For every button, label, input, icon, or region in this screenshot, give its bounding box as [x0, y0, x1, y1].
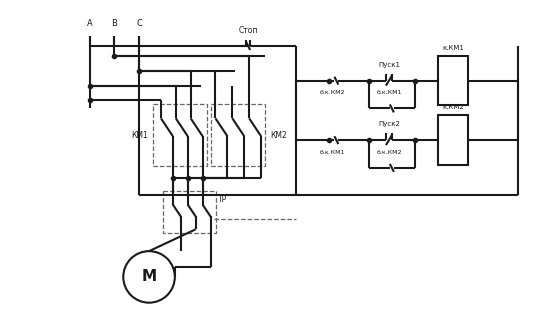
Text: Пуск1: Пуск1 — [378, 62, 400, 68]
Text: б.к.КМ1: б.к.КМ1 — [320, 149, 345, 154]
Text: б.к.КМ1: б.к.КМ1 — [376, 90, 402, 95]
Text: A: A — [87, 19, 92, 28]
Text: М: М — [142, 270, 156, 285]
Text: Пуск2: Пуск2 — [378, 121, 400, 127]
Text: б.к.КМ2: б.к.КМ2 — [320, 90, 345, 95]
Text: ТР: ТР — [218, 195, 227, 204]
Text: к.КМ2: к.КМ2 — [443, 105, 464, 110]
Circle shape — [123, 251, 175, 303]
Bar — [438, 115, 468, 165]
Bar — [438, 56, 468, 105]
Text: B: B — [112, 19, 117, 28]
Text: C: C — [136, 19, 142, 28]
Text: б.к.КМ2: б.к.КМ2 — [376, 149, 402, 154]
Text: Стоп: Стоп — [238, 26, 258, 35]
Text: КМ1: КМ1 — [131, 131, 147, 140]
Text: КМ2: КМ2 — [271, 131, 287, 140]
Text: к.КМ1: к.КМ1 — [442, 45, 464, 51]
